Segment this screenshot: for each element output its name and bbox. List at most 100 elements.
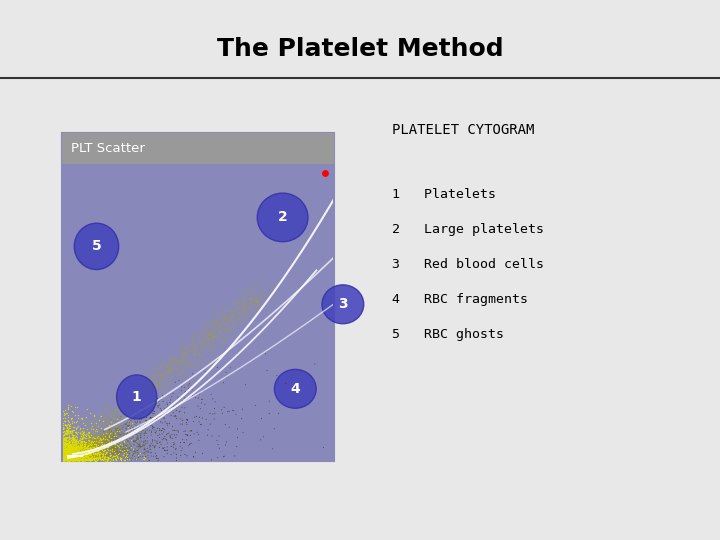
Point	[217, 319, 229, 328]
Point	[73, 455, 85, 463]
Point	[214, 322, 225, 330]
Point	[158, 428, 169, 436]
Point	[71, 437, 82, 445]
Point	[106, 445, 117, 454]
Point	[70, 448, 81, 457]
Point	[73, 443, 85, 452]
Point	[179, 366, 190, 375]
Point	[91, 434, 102, 442]
Point	[58, 456, 69, 465]
Point	[161, 361, 172, 370]
Point	[176, 364, 188, 373]
Point	[57, 451, 68, 460]
Point	[99, 453, 110, 461]
Point	[176, 352, 188, 361]
Point	[66, 455, 78, 464]
Point	[209, 303, 220, 312]
Point	[109, 453, 121, 461]
Point	[67, 454, 78, 463]
Point	[59, 451, 71, 460]
Point	[68, 452, 79, 461]
Point	[164, 431, 176, 440]
Point	[74, 454, 86, 462]
Point	[76, 448, 87, 456]
Point	[97, 441, 109, 450]
Point	[249, 300, 261, 308]
Point	[59, 453, 71, 462]
Point	[196, 395, 207, 403]
Point	[63, 453, 75, 461]
Point	[66, 449, 77, 457]
Point	[79, 441, 91, 450]
Point	[104, 442, 115, 450]
Point	[109, 453, 121, 461]
Point	[145, 374, 156, 383]
Point	[76, 453, 88, 462]
Point	[83, 435, 94, 444]
Point	[68, 447, 80, 455]
Point	[94, 454, 106, 463]
Point	[164, 366, 176, 375]
Point	[226, 310, 238, 319]
Point	[81, 429, 93, 438]
Point	[78, 448, 89, 457]
Point	[87, 454, 99, 462]
Point	[68, 449, 80, 457]
Point	[64, 454, 76, 463]
Point	[176, 367, 187, 376]
Point	[94, 440, 105, 449]
Point	[64, 451, 76, 460]
Point	[64, 451, 76, 460]
Point	[66, 452, 77, 461]
Point	[76, 445, 88, 454]
Point	[127, 448, 139, 456]
Point	[189, 448, 201, 457]
Point	[64, 453, 76, 462]
Point	[238, 314, 249, 322]
Point	[100, 443, 112, 452]
Point	[71, 443, 83, 451]
Point	[106, 443, 117, 452]
Point	[60, 455, 71, 463]
Point	[76, 446, 88, 454]
Point	[81, 450, 92, 459]
Point	[128, 388, 140, 397]
Point	[139, 429, 150, 437]
Point	[70, 454, 81, 463]
Point	[60, 455, 71, 464]
Point	[128, 399, 140, 407]
Point	[166, 355, 178, 364]
Point	[75, 455, 86, 463]
Point	[60, 454, 72, 462]
Point	[104, 431, 115, 440]
Point	[151, 439, 163, 448]
Point	[60, 448, 72, 457]
Point	[86, 437, 98, 446]
Point	[68, 450, 79, 458]
Point	[81, 453, 92, 462]
Point	[235, 300, 247, 309]
Point	[89, 434, 100, 442]
Point	[70, 454, 81, 463]
Point	[175, 367, 186, 376]
Point	[143, 383, 155, 391]
Point	[68, 447, 80, 455]
Point	[156, 406, 167, 415]
Point	[60, 450, 71, 458]
Point	[90, 432, 102, 441]
Point	[204, 329, 216, 338]
Point	[125, 442, 137, 450]
Point	[253, 299, 265, 308]
Point	[84, 434, 95, 443]
Point	[102, 443, 113, 451]
Point	[76, 449, 87, 458]
Point	[69, 453, 81, 461]
Point	[84, 447, 95, 455]
Point	[116, 445, 127, 454]
Point	[60, 454, 71, 462]
Point	[76, 444, 88, 453]
Point	[105, 431, 117, 440]
Point	[69, 446, 81, 455]
Point	[105, 444, 117, 453]
Point	[211, 321, 222, 329]
